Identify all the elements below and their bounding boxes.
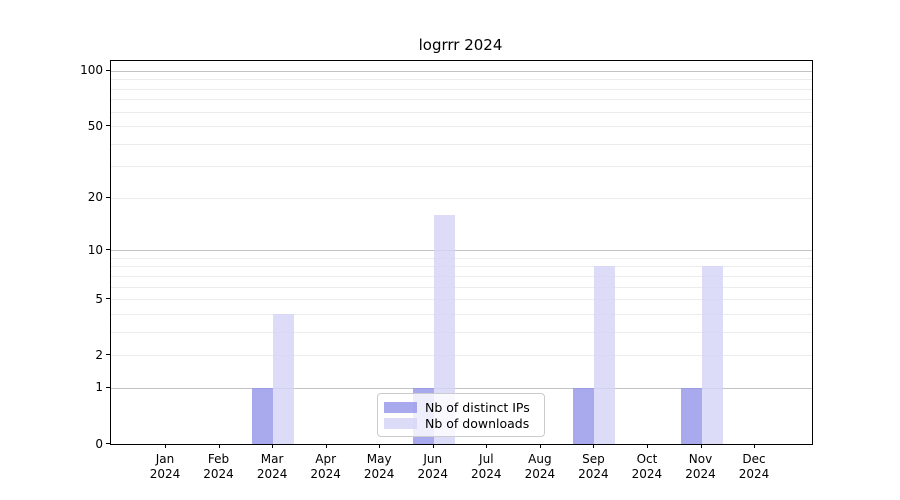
y-tick-mark-5 — [106, 298, 110, 300]
bar-nb-of-downloads-mar — [273, 313, 295, 444]
x-tick-mark-11 — [754, 444, 756, 448]
x-tick-label-dec: Dec 2024 — [738, 452, 770, 481]
gridline-y-20 — [111, 197, 812, 199]
gridline-y-1 — [111, 387, 812, 389]
legend: Nb of distinct IPs Nb of downloads — [377, 393, 545, 437]
bar-nb-of-distinct-ips-mar — [252, 387, 274, 444]
gridline-y-8 — [111, 266, 812, 268]
plot-area — [110, 60, 813, 445]
y-tick-mark-10 — [106, 249, 110, 251]
y-tick-mark-100 — [106, 69, 110, 71]
gridline-y-100 — [111, 70, 812, 72]
legend-label-0: Nb of distinct IPs — [425, 399, 530, 415]
x-tick-mark-8 — [593, 444, 595, 448]
y-tick-label-10: 10 — [87, 242, 103, 257]
x-tick-label-jun: Jun 2024 — [417, 452, 449, 481]
legend-swatch-1 — [384, 417, 417, 429]
gridline-y-7 — [111, 275, 812, 277]
x-tick-label-sep: Sep 2024 — [578, 452, 609, 481]
x-tick-label-jul: Jul 2024 — [471, 452, 502, 481]
x-tick-mark-2 — [272, 444, 274, 448]
y-tick-label-5: 5 — [95, 291, 103, 306]
x-tick-label-apr: Apr 2024 — [310, 452, 341, 481]
gridline-y-90 — [111, 79, 812, 81]
x-tick-label-aug: Aug 2024 — [524, 452, 556, 481]
bar-nb-of-downloads-nov — [701, 266, 723, 444]
gridline-y-30 — [111, 166, 812, 168]
legend-item-0: Nb of distinct IPs — [384, 399, 536, 415]
legend-swatch-0 — [384, 401, 417, 413]
y-tick-label-20: 20 — [87, 190, 103, 205]
y-tick-label-2: 2 — [95, 347, 103, 362]
gridline-y-5 — [111, 299, 812, 301]
chart-title: logrrr 2024 — [418, 36, 503, 54]
y-tick-label-0: 0 — [95, 436, 103, 451]
x-tick-mark-1 — [218, 444, 220, 448]
gridline-y-50 — [111, 126, 812, 128]
x-tick-mark-6 — [486, 444, 488, 448]
gridline-y-40 — [111, 143, 812, 145]
x-tick-label-jan: Jan 2024 — [149, 452, 181, 481]
y-tick-mark-0 — [106, 443, 110, 444]
gridline-y-70 — [111, 99, 812, 101]
bar-nb-of-downloads-jun — [433, 214, 455, 444]
x-tick-mark-10 — [700, 444, 702, 448]
y-tick-mark-2 — [106, 354, 110, 356]
x-tick-mark-7 — [539, 444, 541, 448]
x-tick-label-oct: Oct 2024 — [631, 452, 663, 481]
gridline-y-9 — [111, 257, 812, 259]
gridline-y-10 — [111, 250, 812, 252]
gridline-y-3 — [111, 331, 812, 333]
x-tick-label-may: May 2024 — [363, 452, 395, 481]
gridline-y-80 — [111, 88, 812, 90]
x-tick-label-mar: Mar 2024 — [256, 452, 288, 481]
y-tick-label-100: 100 — [80, 63, 103, 78]
gridline-y-6 — [111, 286, 812, 288]
x-tick-mark-3 — [325, 444, 327, 448]
x-tick-label-feb: Feb 2024 — [203, 452, 234, 481]
legend-items: Nb of distinct IPs Nb of downloads — [384, 399, 536, 431]
bar-nb-of-downloads-sep — [594, 266, 616, 444]
bar-nb-of-distinct-ips-nov — [680, 387, 702, 444]
x-tick-label-nov: Nov 2024 — [685, 452, 716, 481]
legend-item-1: Nb of downloads — [384, 415, 536, 431]
y-tick-mark-20 — [106, 196, 110, 198]
gridline-y-2 — [111, 355, 812, 357]
y-tick-label-50: 50 — [87, 118, 103, 133]
gridline-y-4 — [111, 313, 812, 315]
x-tick-mark-9 — [646, 444, 648, 448]
gridline-y-60 — [111, 111, 812, 113]
x-tick-mark-5 — [432, 444, 434, 448]
x-tick-mark-4 — [379, 444, 381, 448]
y-tick-mark-50 — [106, 125, 110, 127]
y-tick-mark-1 — [106, 386, 110, 388]
bar-nb-of-distinct-ips-sep — [573, 387, 595, 444]
y-tick-label-1: 1 — [95, 380, 103, 395]
legend-label-1: Nb of downloads — [425, 415, 530, 431]
x-tick-mark-0 — [165, 444, 166, 448]
